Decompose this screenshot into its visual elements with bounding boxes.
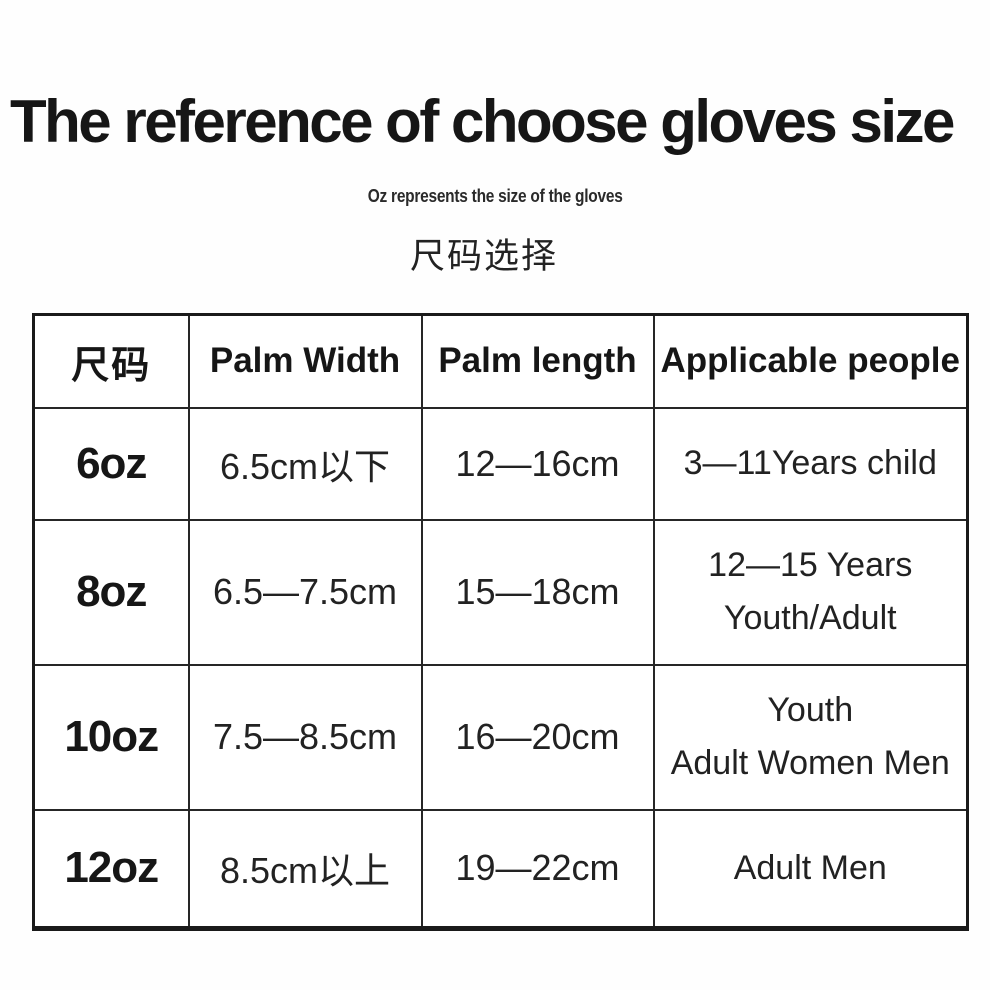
- palm-length-cell: 15—18cm: [420, 518, 655, 666]
- applicable-line: Youth: [767, 691, 854, 730]
- palm-width-cell: 6.5cm以下: [187, 406, 423, 521]
- table-row-12oz: 12oz 8.5cm以上 19—22cm Adult Men: [32, 808, 969, 930]
- table-row-6oz: 6oz 6.5cm以下 12—16cm 3—11Years child: [32, 406, 969, 521]
- applicable-cell: Adult Men: [652, 808, 969, 930]
- page-title: The reference of choose gloves size: [10, 88, 955, 155]
- palm-length-cell: 16—20cm: [420, 663, 655, 811]
- header-palm-length: Palm length: [420, 313, 655, 409]
- table-row-10oz: 10oz 7.5—8.5cm 16—20cm Youth Adult Women…: [32, 663, 969, 811]
- header-applicable-people: Applicable people: [652, 313, 969, 409]
- table-header-row: 尺码 Palm Width Palm length Applicable peo…: [32, 313, 969, 409]
- subtitle: Oz represents the size of the gloves: [367, 186, 623, 206]
- palm-width-cell: 6.5—7.5cm: [187, 518, 423, 666]
- palm-length-cell: 19—22cm: [420, 808, 655, 930]
- size-cell: 6oz: [32, 406, 190, 521]
- palm-length-cell: 12—16cm: [420, 406, 655, 521]
- subtitle-wrap: Oz represents the size of the gloves: [0, 186, 990, 207]
- size-reference-table: 尺码 Palm Width Palm length Applicable peo…: [32, 313, 969, 931]
- header-palm-width: Palm Width: [187, 313, 423, 409]
- applicable-line: Youth/Adult: [723, 599, 897, 637]
- size-cell: 8oz: [32, 518, 190, 666]
- applicable-cell: 3—11Years child: [652, 406, 969, 521]
- section-heading-cn: 尺码选择: [409, 237, 558, 276]
- applicable-line: 3—11Years child: [683, 444, 937, 483]
- applicable-cell: 12—15 Years Youth/Adult: [652, 518, 969, 666]
- palm-width-cell: 7.5—8.5cm: [187, 663, 423, 811]
- applicable-line: 12—15 Years: [708, 546, 913, 585]
- applicable-line: Adult Men: [733, 848, 887, 887]
- applicable-line: Adult Women Men: [670, 744, 950, 782]
- header-size: 尺码: [32, 313, 190, 409]
- applicable-cell: Youth Adult Women Men: [652, 663, 969, 811]
- table-row-8oz: 8oz 6.5—7.5cm 15—18cm 12—15 Years Youth/…: [32, 518, 969, 666]
- size-cell: 10oz: [32, 663, 190, 811]
- size-cell: 12oz: [32, 808, 190, 930]
- palm-width-cell: 8.5cm以上: [187, 808, 423, 930]
